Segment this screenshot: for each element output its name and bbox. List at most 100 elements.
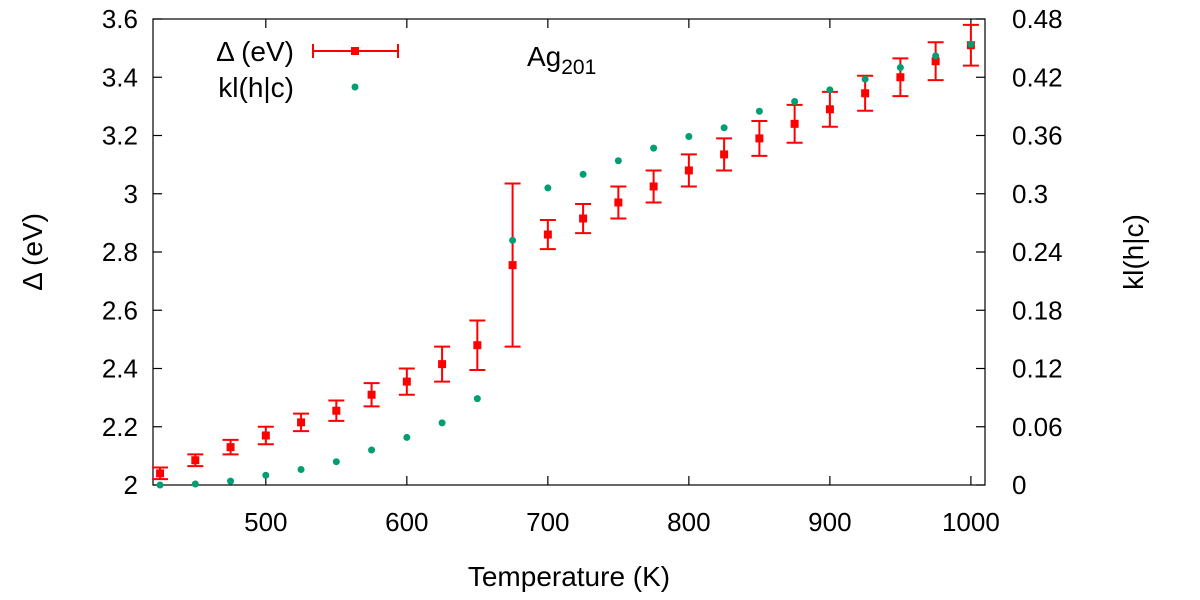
kl-point — [967, 40, 975, 48]
kl-point — [438, 419, 446, 427]
legend-label-delta: Δ (eV) — [216, 36, 294, 67]
delta-marker — [861, 89, 870, 98]
x-tick-label: 900 — [808, 507, 851, 537]
y2-tick-label: 0.3 — [1012, 179, 1048, 209]
kl-point — [473, 395, 481, 403]
x-tick-label: 1000 — [942, 507, 1000, 537]
kl-point — [191, 480, 199, 488]
delta-point — [222, 438, 239, 456]
delta-marker — [473, 341, 482, 350]
x-tick-label: 500 — [244, 507, 287, 537]
delta-marker — [156, 469, 165, 478]
delta-point — [927, 41, 944, 82]
y2-tick-label: 0.18 — [1012, 295, 1063, 325]
delta-marker — [720, 150, 729, 159]
delta-point — [469, 319, 486, 371]
kl-point — [579, 170, 587, 178]
y-tick-label: 3.2 — [102, 121, 138, 151]
delta-marker — [825, 105, 834, 114]
y-tick-label: 2.4 — [102, 354, 138, 384]
delta-marker — [755, 134, 764, 143]
delta-point — [892, 57, 909, 98]
delta-point — [434, 345, 451, 383]
delta-marker — [684, 166, 693, 175]
delta-marker — [543, 230, 552, 239]
kl-point — [544, 184, 552, 192]
legend-label-kl: kl(h|c) — [218, 72, 294, 103]
kl-point — [720, 124, 728, 132]
legend-marker-delta — [312, 44, 399, 58]
x-tick-label: 600 — [385, 507, 428, 537]
y-tick-label: 3.4 — [102, 62, 138, 92]
delta-point — [786, 103, 803, 144]
kl-point — [403, 433, 411, 441]
delta-point — [610, 185, 627, 220]
y-tick-label: 2 — [124, 470, 138, 500]
delta-point — [716, 137, 733, 172]
delta-marker — [226, 443, 235, 452]
delta-point — [257, 425, 274, 446]
delta-marker — [649, 182, 658, 191]
y2-tick-label: 0.42 — [1012, 62, 1063, 92]
delta-marker — [367, 390, 376, 399]
kl-point — [297, 465, 305, 473]
delta-point — [821, 90, 838, 128]
delta-marker — [438, 360, 447, 369]
delta-point — [539, 218, 556, 251]
delta-point — [504, 182, 521, 348]
y-tick-label: 2.8 — [102, 237, 138, 267]
delta-point — [398, 367, 415, 396]
y2-tick-label: 0.06 — [1012, 412, 1063, 442]
delta-marker — [508, 261, 517, 270]
legend-marker-kl — [351, 83, 359, 91]
y-tick-label: 3.6 — [102, 4, 138, 34]
legend: Δ (eV) kl(h|c) — [216, 36, 399, 103]
delta-marker — [896, 73, 905, 82]
kl-point — [650, 144, 658, 152]
annotation-subscript: 201 — [561, 56, 596, 79]
kl-point — [156, 481, 164, 489]
delta-point — [645, 169, 662, 204]
delta-point — [751, 119, 768, 157]
delta-point — [575, 202, 592, 235]
delta-marker — [297, 418, 306, 427]
kl-point — [509, 236, 517, 244]
delta-marker — [191, 456, 200, 465]
delta-point — [152, 466, 169, 481]
annotation-base: Ag — [527, 41, 561, 72]
x-tick-label: 700 — [526, 507, 569, 537]
y2-tick-label: 0.24 — [1012, 237, 1063, 267]
y-axis-title: Δ (eV) — [17, 213, 48, 291]
y2-tick-label: 0.12 — [1012, 354, 1063, 384]
delta-point — [363, 382, 380, 408]
kl-point — [332, 458, 340, 466]
x-tick-label: 800 — [667, 507, 710, 537]
delta-marker — [614, 198, 623, 207]
system-annotation: Ag201 — [527, 41, 596, 79]
marks-layer — [152, 23, 979, 489]
y-tick-label: 2.6 — [102, 295, 138, 325]
kl-point — [685, 132, 693, 140]
legend-delta-square — [351, 47, 359, 55]
kl-point — [368, 446, 376, 454]
delta-point — [328, 399, 345, 422]
kl-point — [227, 477, 235, 485]
y2-tick-label: 0.48 — [1012, 4, 1063, 34]
delta-point — [680, 153, 697, 188]
kl-point — [262, 471, 270, 479]
delta-marker — [261, 431, 270, 440]
delta-marker — [790, 119, 799, 128]
delta-marker — [332, 406, 341, 415]
kl-point — [614, 157, 622, 165]
kl-point — [791, 98, 799, 106]
kl-point — [932, 52, 940, 60]
delta-marker — [931, 57, 940, 66]
kl-point — [826, 86, 834, 94]
delta-point — [293, 412, 310, 433]
y-tick-label: 3 — [124, 179, 138, 209]
y2-axis-title: kl(h|c) — [1118, 214, 1149, 290]
delta-marker — [579, 214, 588, 223]
y-tick-label: 2.2 — [102, 412, 138, 442]
ticks-layer: 500 600 700 800 900 1000 2 2.2 2.4 2.6 2.8 3 3.2 3.4 3… — [102, 4, 1063, 537]
kl-point — [861, 75, 869, 83]
